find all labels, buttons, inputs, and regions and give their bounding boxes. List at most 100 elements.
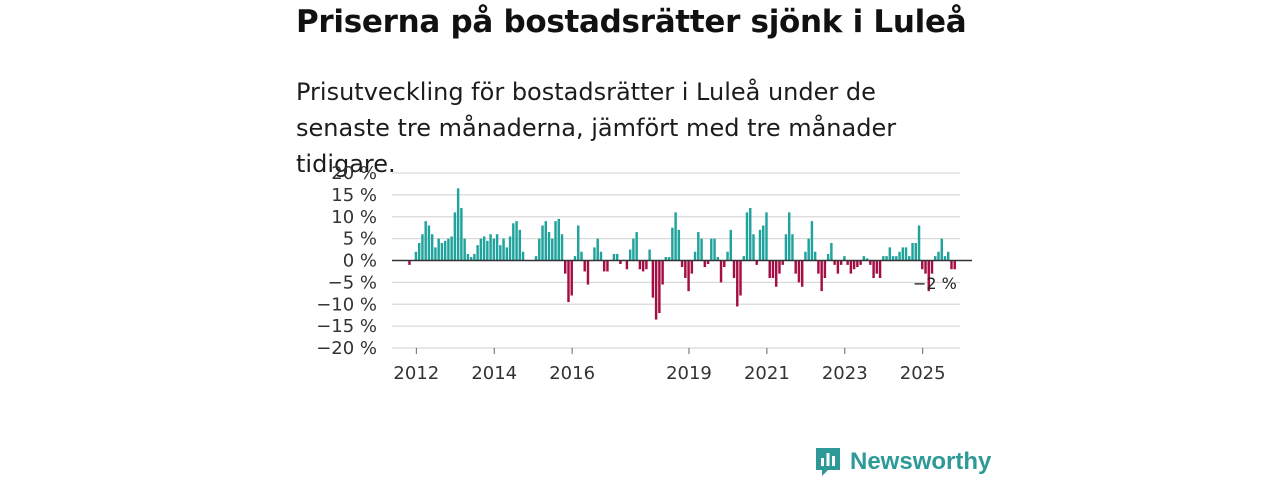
bar <box>856 260 859 268</box>
last-value-label: −2 % <box>913 274 957 293</box>
bar <box>781 260 784 265</box>
bar <box>593 247 596 261</box>
bar <box>888 247 892 261</box>
bar <box>778 260 781 274</box>
bar <box>745 212 749 261</box>
x-tick-label: 2019 <box>666 363 712 384</box>
bar <box>924 260 927 274</box>
bar <box>817 260 820 274</box>
bar <box>684 260 687 278</box>
y-tick-label: −10 % <box>316 294 377 315</box>
bar <box>570 260 573 296</box>
bar <box>560 234 564 261</box>
bar <box>492 238 496 261</box>
bar <box>904 247 908 261</box>
bar <box>914 243 918 261</box>
x-tick-label: 2016 <box>549 363 595 384</box>
bar <box>810 221 814 261</box>
bar <box>706 260 710 264</box>
bar <box>408 260 411 265</box>
bar <box>794 260 797 274</box>
bar <box>674 212 677 261</box>
x-tick-label: 2021 <box>744 363 790 384</box>
bar <box>580 251 583 261</box>
bar <box>813 251 817 261</box>
bar <box>687 260 690 292</box>
bar <box>573 256 577 261</box>
bar <box>700 238 703 261</box>
bar <box>664 257 668 261</box>
bar <box>820 260 823 292</box>
y-tick-label: 0 % <box>343 251 377 272</box>
bar <box>434 247 437 261</box>
bar <box>583 260 586 272</box>
bar <box>839 260 843 265</box>
bar <box>742 256 745 261</box>
bar <box>836 260 840 274</box>
bar <box>953 260 956 270</box>
bar <box>765 212 768 261</box>
bar <box>476 245 479 261</box>
bar <box>554 221 557 261</box>
bar <box>943 256 947 261</box>
bar <box>862 256 866 261</box>
bar <box>774 260 778 287</box>
bar <box>599 251 603 261</box>
bar <box>830 243 833 261</box>
bar <box>875 260 879 274</box>
bar <box>538 238 541 261</box>
bar <box>787 212 791 261</box>
bar <box>654 260 658 320</box>
bar <box>421 234 424 261</box>
bar <box>940 238 943 261</box>
price-change-chart: 20 %15 %10 %5 %0 %−5 %−10 %−15 %−20 % 20… <box>316 163 972 384</box>
bar <box>596 238 599 261</box>
bar <box>658 260 661 313</box>
bar <box>791 234 794 261</box>
bar <box>612 253 616 261</box>
bar <box>512 223 515 261</box>
bar <box>619 260 622 264</box>
bar <box>911 243 914 261</box>
bar <box>869 260 872 265</box>
brand-logo: Newsworthy <box>814 446 991 478</box>
bar <box>729 229 732 261</box>
bar <box>508 236 512 261</box>
bar <box>437 238 440 261</box>
bar <box>482 236 486 261</box>
bar <box>638 260 642 270</box>
bar <box>768 260 771 278</box>
bar <box>505 247 509 261</box>
bar <box>447 238 450 261</box>
bar <box>885 256 888 261</box>
bar <box>849 260 853 274</box>
y-tick-label: −5 % <box>328 272 377 293</box>
bar <box>456 188 460 261</box>
bar <box>823 260 827 278</box>
bar <box>564 260 567 274</box>
y-tick-label: 15 % <box>331 185 377 206</box>
bar <box>518 229 522 261</box>
bar <box>625 260 629 270</box>
bar <box>908 256 911 261</box>
bar <box>427 225 431 261</box>
bar <box>641 260 645 272</box>
bar <box>833 260 836 265</box>
brand-name: Newsworthy <box>850 448 992 475</box>
bar <box>784 234 788 261</box>
bar <box>495 234 499 261</box>
bar <box>499 245 502 261</box>
bar <box>947 251 950 261</box>
bar <box>615 253 619 261</box>
y-tick-label: 20 % <box>331 163 377 184</box>
bar <box>489 234 492 261</box>
bar <box>901 247 905 261</box>
bar <box>719 260 723 283</box>
bar <box>826 253 830 261</box>
bar <box>895 256 898 261</box>
bar <box>453 212 457 261</box>
bar <box>891 256 895 261</box>
bar <box>534 256 538 261</box>
bar <box>460 208 463 261</box>
bar <box>450 236 453 261</box>
